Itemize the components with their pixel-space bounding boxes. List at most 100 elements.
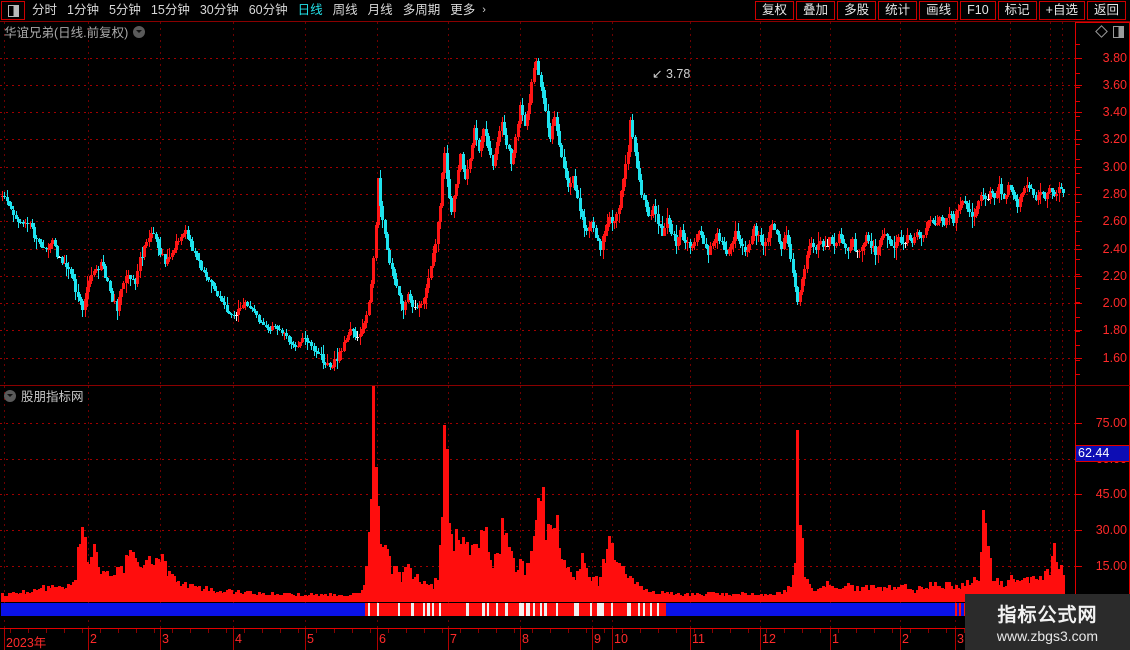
- candle-body: [198, 259, 201, 261]
- candlestick: [253, 22, 256, 386]
- window-split-icon[interactable]: [1, 1, 25, 20]
- candlestick: [3, 22, 6, 386]
- price-gridline: [0, 248, 1075, 250]
- toolbar-button-5[interactable]: F10: [960, 1, 996, 20]
- period-tab-8[interactable]: 月线: [367, 3, 393, 17]
- candlestick: [707, 22, 710, 386]
- volume-band-segment: [391, 603, 394, 616]
- toolbar-button-6[interactable]: 标记: [997, 1, 1037, 20]
- price-axis-minor-tick: [1076, 44, 1080, 45]
- candle-wick: [263, 318, 264, 326]
- candle-body: [1048, 188, 1051, 194]
- volume-bar: [354, 592, 357, 602]
- period-tab-10[interactable]: 更多: [450, 3, 476, 17]
- volume-band-segment: [347, 603, 350, 616]
- volume-band-segment: [537, 603, 540, 616]
- candlestick: [251, 22, 254, 386]
- x-axis-separator: [830, 629, 831, 650]
- period-tab-9[interactable]: 多周期: [402, 3, 441, 17]
- volume-bar: [563, 560, 566, 602]
- period-tab-0[interactable]: 分时: [32, 3, 58, 17]
- candle-wick: [169, 248, 170, 262]
- candle-body: [441, 172, 444, 206]
- window-split-icon[interactable]: [1113, 25, 1124, 38]
- toolbar-button-4[interactable]: 画线: [919, 1, 959, 20]
- candle-body: [102, 262, 105, 267]
- candle-body: [943, 221, 946, 226]
- candle-body: [402, 304, 405, 311]
- volume-bar: [251, 594, 254, 602]
- volume-bar: [310, 593, 313, 602]
- candlestick: [851, 22, 854, 386]
- volume-band-segment: [418, 603, 421, 616]
- period-tab-4[interactable]: 30分钟: [199, 3, 239, 17]
- candlestick: [242, 22, 245, 386]
- toolbar-button-1[interactable]: 叠加: [796, 1, 836, 20]
- x-axis-minor-tick: [658, 629, 659, 633]
- volume-band-segment: [478, 603, 481, 616]
- volume-band-segment: [10, 603, 13, 616]
- candle-body: [294, 345, 297, 348]
- candle-wick: [417, 303, 418, 309]
- candlestick: [780, 22, 783, 386]
- diamond-icon[interactable]: [1095, 25, 1108, 38]
- volume-vgridline: [1062, 386, 1063, 629]
- chevron-down-circle-icon[interactable]: [4, 389, 16, 402]
- toolbar-button-0[interactable]: 复权: [755, 1, 795, 20]
- volume-bar: [329, 593, 332, 602]
- toolbar-button-8[interactable]: 返回: [1086, 1, 1126, 20]
- chevron-down-circle-icon[interactable]: [133, 25, 146, 38]
- candlestick: [1032, 22, 1035, 386]
- candle-wick: [614, 220, 615, 230]
- candle-body: [691, 246, 694, 248]
- volume-bar: [104, 571, 107, 602]
- candle-body: [595, 228, 598, 239]
- x-axis-minor-tick: [928, 629, 929, 633]
- volume-indicator-title: 股朋指标网: [21, 390, 84, 404]
- chevron-right-icon[interactable]: ›: [482, 4, 486, 16]
- candle-body: [235, 315, 238, 317]
- candle-body: [739, 238, 742, 245]
- volume-band-segment: [304, 603, 307, 616]
- candlestick: [1026, 22, 1029, 386]
- candle-body: [1023, 187, 1026, 194]
- toolbar-button-7[interactable]: +自选: [1038, 1, 1085, 20]
- candlestick: [187, 22, 190, 386]
- candle-body: [806, 255, 809, 269]
- volume-band-segment: [301, 603, 304, 616]
- volume-band-segment: [136, 603, 139, 616]
- x-axis-minor-tick: [424, 629, 425, 633]
- volume-bar: [40, 587, 43, 602]
- candlestick: [370, 22, 373, 386]
- candle-body: [278, 329, 281, 331]
- volume-band-segment: [384, 603, 387, 616]
- period-tab-1[interactable]: 1分钟: [67, 3, 99, 17]
- period-tab-3[interactable]: 15分钟: [150, 3, 190, 17]
- candlestick: [432, 22, 435, 386]
- candlestick: [764, 22, 767, 386]
- candlestick: [691, 22, 694, 386]
- volume-bar: [320, 594, 323, 602]
- period-tab-7[interactable]: 周线: [332, 3, 358, 17]
- price-plot[interactable]: [0, 22, 1075, 386]
- candle-body: [265, 324, 268, 327]
- period-tab-6[interactable]: 日线: [297, 3, 323, 17]
- candlestick: [216, 22, 219, 386]
- period-tab-5[interactable]: 60分钟: [248, 3, 288, 17]
- candle-body: [822, 241, 825, 247]
- candlestick: [553, 22, 556, 386]
- candlestick: [519, 22, 522, 386]
- candle-body: [838, 234, 841, 243]
- volume-plot[interactable]: [0, 386, 1075, 629]
- candle-body: [494, 154, 497, 167]
- volume-bar: [565, 568, 568, 602]
- volume-bar: [283, 592, 286, 602]
- period-tab-2[interactable]: 5分钟: [108, 3, 141, 17]
- toolbar-button-2[interactable]: 多股: [837, 1, 877, 20]
- volume-band-segment: [155, 603, 158, 616]
- price-axis-label: 1.60: [1102, 350, 1127, 365]
- candlestick: [471, 22, 474, 386]
- toolbar-button-3[interactable]: 统计: [878, 1, 918, 20]
- volume-bar: [33, 589, 36, 602]
- price-axis-minor-tick: [1076, 359, 1080, 361]
